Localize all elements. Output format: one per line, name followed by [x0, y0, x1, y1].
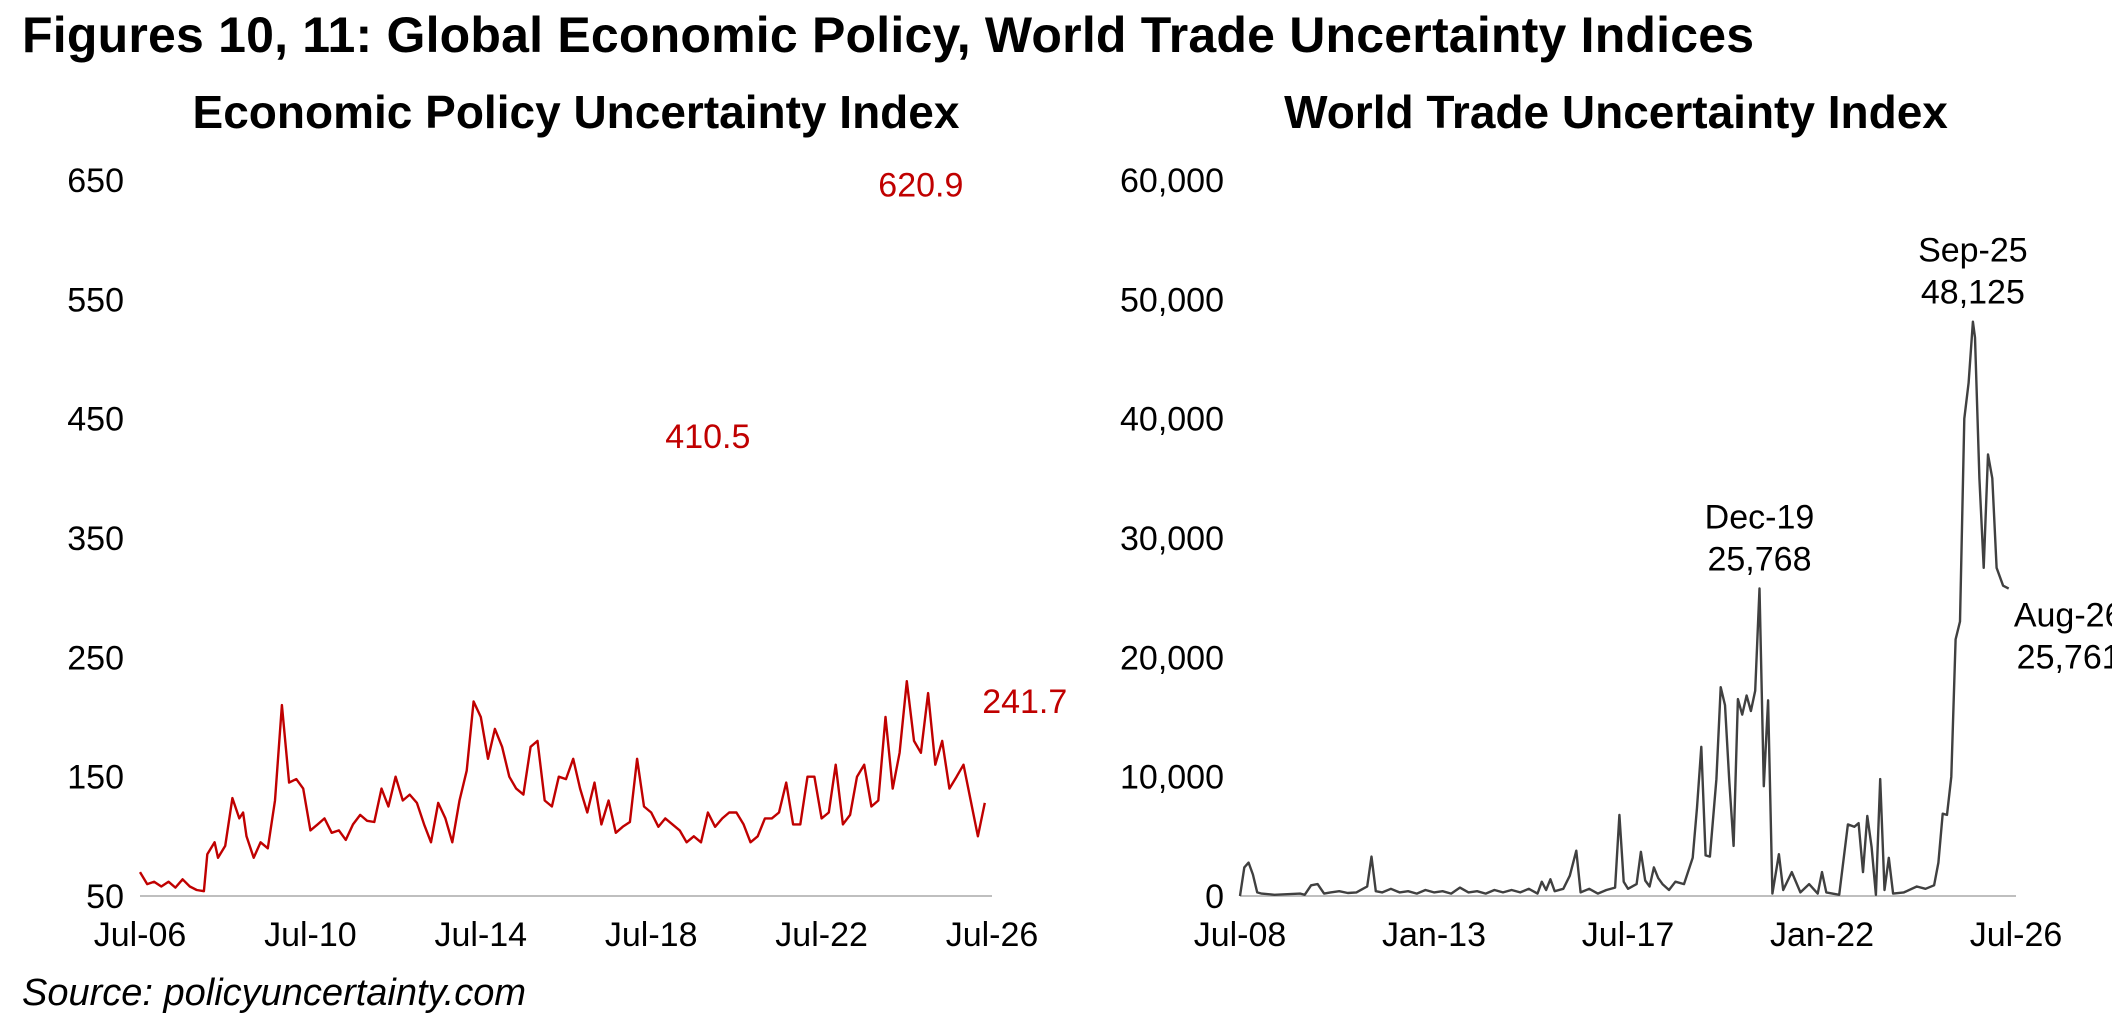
- source-note: Source: policyuncertainty.com: [22, 972, 527, 1014]
- wtu-x-axis: Jul-08 Jan-13 Jul-17 Jan-22 Jul-26: [1194, 895, 2063, 954]
- wtu-series-line: [1238, 320, 2010, 897]
- epu-y-tick-label: 350: [67, 520, 124, 558]
- wtu-y-tick-label: 20,000: [1120, 639, 1224, 677]
- epu-x-tick-label: Jul-22: [775, 916, 868, 954]
- wtu-x-tick-label: Jul-26: [1970, 916, 2063, 954]
- epu-series: [138, 680, 986, 893]
- epu-y-tick-label: 450: [67, 401, 124, 439]
- epu-annotation-label: 620.9: [878, 167, 963, 205]
- wtu-y-tick-label: 50,000: [1120, 281, 1224, 319]
- wtu-x-tick-label: Jan-22: [1770, 916, 1874, 954]
- wtu-y-tick-label: 0: [1205, 878, 1224, 916]
- wtu-annotation-value: 48,125: [1921, 274, 2025, 312]
- wtu-x-tick-label: Jan-13: [1382, 916, 1486, 954]
- wtu-x-tick-label: Jul-17: [1582, 916, 1675, 954]
- epu-y-axis: 50 150 250 350 450 550 650: [67, 162, 124, 916]
- epu-chart-title: Economic Policy Uncertainty Index: [193, 86, 960, 138]
- wtu-y-axis: 0 10,000 20,000 30,000 40,000 50,000 60,000: [1120, 162, 1224, 916]
- wtu-annotations: Dec-19 25,768 Sep-25 48,125 Aug-26 25,761: [1705, 232, 2112, 677]
- wtu-x-tick-label: Jul-08: [1194, 916, 1287, 954]
- epu-series-line: [138, 680, 986, 893]
- wtu-annotation-date: Dec-19: [1705, 499, 1815, 537]
- wtu-y-tick-label: 40,000: [1120, 401, 1224, 439]
- epu-y-tick-label: 550: [67, 281, 124, 319]
- figure-title: Figures 10, 11: Global Economic Policy, …: [22, 7, 1755, 63]
- epu-annotation-label: 241.7: [982, 683, 1067, 721]
- wtu-y-tick-label: 30,000: [1120, 520, 1224, 558]
- wtu-chart-title: World Trade Uncertainty Index: [1284, 86, 1948, 138]
- wtu-annotation-date: Aug-26: [2014, 597, 2112, 635]
- epu-y-tick-label: 50: [86, 878, 124, 916]
- wtu-y-tick-label: 60,000: [1120, 162, 1224, 200]
- epu-y-tick-label: 250: [67, 639, 124, 677]
- wtu-series: [1238, 320, 2010, 897]
- epu-y-tick-label: 650: [67, 162, 124, 200]
- epu-y-tick-label: 150: [67, 759, 124, 797]
- epu-x-tick-label: Jul-26: [946, 916, 1039, 954]
- epu-x-tick-label: Jul-10: [264, 916, 357, 954]
- epu-annotation-label: 410.5: [665, 418, 750, 456]
- wtu-annotation-value: 25,768: [1707, 541, 1811, 579]
- epu-x-axis: Jul-06 Jul-10 Jul-14 Jul-18 Jul-22 Jul-26: [94, 895, 1039, 954]
- wtu-y-tick-label: 10,000: [1120, 759, 1224, 797]
- wtu-chart: World Trade Uncertainty Index 0 10,000 20,…: [1120, 86, 2112, 954]
- epu-x-tick-label: Jul-18: [605, 916, 698, 954]
- epu-annotations: 410.5 620.9 241.7: [665, 167, 1067, 722]
- wtu-annotation-value: 25,761: [2017, 639, 2112, 677]
- epu-chart: Economic Policy Uncertainty Index 50 150 2…: [67, 86, 1067, 954]
- wtu-annotation-date: Sep-25: [1918, 232, 2028, 270]
- epu-x-tick-label: Jul-14: [434, 916, 527, 954]
- epu-x-tick-label: Jul-06: [94, 916, 187, 954]
